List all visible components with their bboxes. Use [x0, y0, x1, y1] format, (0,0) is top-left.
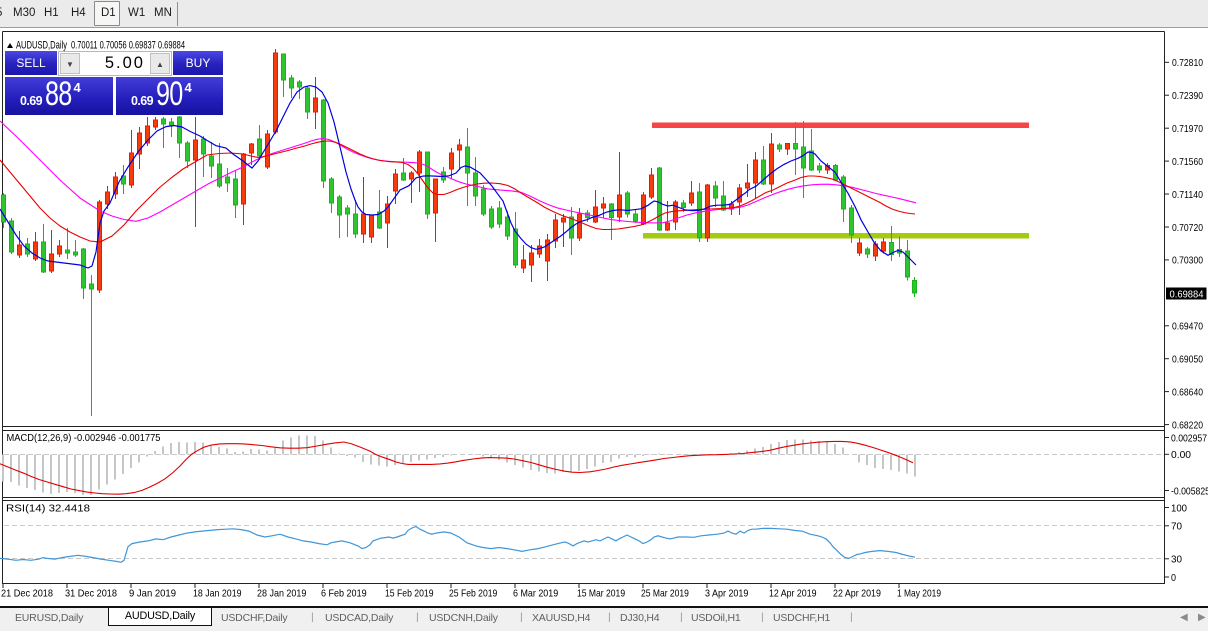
svg-text:0.68640: 0.68640	[1172, 386, 1203, 398]
svg-text:12 Apr 2019: 12 Apr 2019	[769, 588, 817, 600]
svg-text:-0.005825: -0.005825	[1171, 485, 1208, 497]
svg-text:0.00: 0.00	[1171, 449, 1191, 461]
svg-text:0.71970: 0.71970	[1172, 123, 1203, 135]
svg-text:0.002957: 0.002957	[1171, 432, 1207, 444]
svg-text:9 Jan 2019: 9 Jan 2019	[129, 588, 176, 600]
svg-text:100: 100	[1171, 502, 1187, 514]
svg-text:0.72390: 0.72390	[1172, 90, 1203, 102]
svg-text:15 Feb 2019: 15 Feb 2019	[385, 588, 434, 600]
svg-text:0: 0	[1171, 572, 1176, 584]
svg-text:1 May 2019: 1 May 2019	[897, 588, 941, 600]
svg-text:0.68220: 0.68220	[1172, 419, 1203, 431]
svg-text:22 Apr 2019: 22 Apr 2019	[833, 588, 881, 600]
svg-text:0.71560: 0.71560	[1172, 156, 1203, 168]
svg-text:70: 70	[1171, 521, 1182, 533]
svg-text:30: 30	[1171, 554, 1182, 566]
svg-text:28 Jan 2019: 28 Jan 2019	[257, 588, 307, 600]
svg-text:18 Jan 2019: 18 Jan 2019	[193, 588, 242, 600]
svg-text:0.69884: 0.69884	[1170, 288, 1204, 300]
svg-text:3 Apr 2019: 3 Apr 2019	[705, 588, 749, 600]
svg-text:25 Feb 2019: 25 Feb 2019	[449, 588, 497, 600]
svg-text:21 Dec 2018: 21 Dec 2018	[1, 588, 53, 600]
svg-text:0.70011 0.70056 0.69837 0.6988: 0.70011 0.70056 0.69837 0.69884	[71, 40, 185, 52]
svg-text:0.71140: 0.71140	[1172, 189, 1203, 201]
svg-text:25 Mar 2019: 25 Mar 2019	[641, 588, 689, 600]
svg-text:0.70720: 0.70720	[1172, 222, 1203, 234]
svg-text:0.69050: 0.69050	[1172, 354, 1203, 366]
svg-text:0.70300: 0.70300	[1172, 255, 1203, 267]
svg-text:6 Mar 2019: 6 Mar 2019	[513, 588, 558, 600]
svg-text:MACD(12,26,9) -0.002946 -0.001: MACD(12,26,9) -0.002946 -0.001775	[7, 432, 161, 444]
svg-text:15 Mar 2019: 15 Mar 2019	[577, 588, 625, 600]
svg-text:0.69470: 0.69470	[1172, 321, 1203, 333]
svg-text:AUDUSD,Daily: AUDUSD,Daily	[16, 40, 67, 52]
svg-text:RSI(14) 32.4418: RSI(14) 32.4418	[6, 503, 90, 515]
svg-text:31 Dec 2018: 31 Dec 2018	[65, 588, 117, 600]
svg-text:6 Feb 2019: 6 Feb 2019	[321, 588, 367, 600]
svg-text:0.72810: 0.72810	[1172, 57, 1203, 69]
